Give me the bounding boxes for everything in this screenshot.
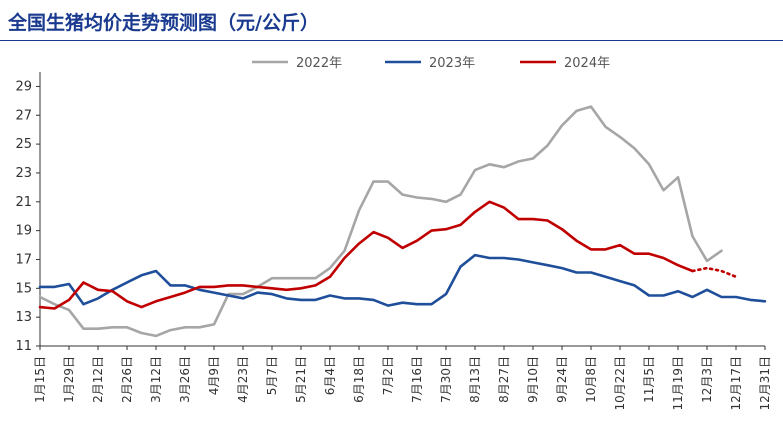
legend-label-2: 2024年	[564, 56, 610, 71]
x-tick-label: 12月31日	[758, 356, 772, 411]
x-tick-label: 9月10日	[526, 356, 540, 403]
series-line-2	[38, 200, 694, 310]
legend-label-0: 2022年	[296, 56, 342, 71]
x-tick-label: 6月18日	[352, 356, 366, 403]
y-tick-label: 19	[15, 224, 32, 239]
x-tick-label: 7月2日	[381, 356, 395, 395]
x-tick-label: 11月19日	[671, 356, 685, 411]
x-tick-label: 3月26日	[178, 356, 192, 403]
chart-title: 全国生猪均价走势预测图（元/公斤）	[8, 12, 319, 34]
y-tick-label: 27	[15, 108, 32, 123]
x-tick-label: 9月24日	[555, 356, 569, 403]
series-forecast-line-2	[691, 266, 738, 279]
x-tick-label: 2月12日	[91, 356, 105, 403]
x-tick-label: 7月30日	[439, 356, 453, 403]
y-tick-label: 17	[15, 252, 32, 267]
x-tick-label: 6月4日	[323, 356, 337, 395]
x-tick-label: 11月5日	[642, 356, 656, 403]
y-tick-label: 29	[15, 79, 32, 94]
y-tick-label: 21	[15, 195, 32, 210]
x-tick-label: 1月29日	[62, 356, 76, 403]
x-tick-label: 1月15日	[33, 356, 47, 403]
x-tick-label: 8月13日	[468, 356, 482, 403]
x-tick-label: 4月23日	[236, 356, 250, 403]
series-line-0	[38, 105, 723, 338]
x-tick-label: 5月21日	[294, 356, 308, 403]
x-tick-label: 10月22日	[613, 356, 627, 411]
legend-label-1: 2023年	[429, 56, 475, 71]
series-line-1	[38, 253, 767, 307]
x-tick-label: 3月12日	[149, 356, 163, 403]
x-tick-label: 7月16日	[410, 356, 424, 403]
x-tick-label: 12月17日	[729, 356, 743, 411]
title-underline	[0, 40, 783, 41]
x-tick-label: 4月9日	[207, 356, 221, 395]
y-tick-label: 11	[15, 339, 32, 354]
y-tick-label: 13	[15, 310, 32, 325]
y-tick-label: 15	[15, 281, 32, 296]
y-tick-label: 23	[15, 166, 32, 181]
x-tick-label: 2月26日	[120, 356, 134, 403]
x-tick-label: 12月3日	[700, 356, 714, 403]
y-tick-label: 25	[15, 137, 32, 152]
x-tick-label: 10月8日	[584, 356, 598, 403]
x-tick-label: 5月7日	[265, 356, 279, 395]
x-tick-label: 8月27日	[497, 356, 511, 403]
